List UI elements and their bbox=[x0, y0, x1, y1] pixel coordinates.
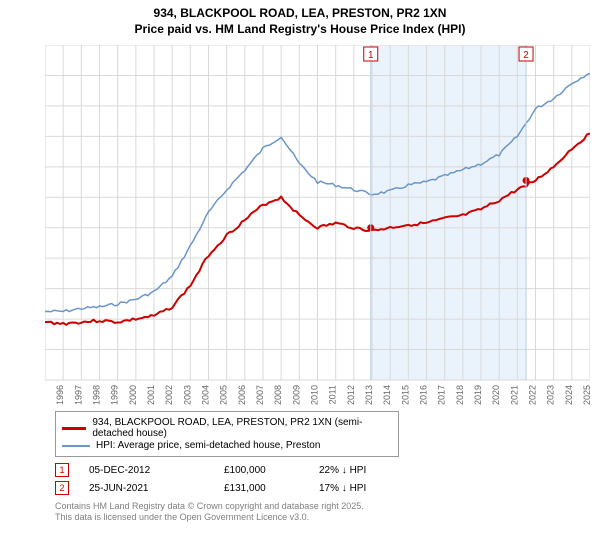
svg-text:2014: 2014 bbox=[382, 385, 392, 405]
legend-swatch-1 bbox=[62, 427, 86, 430]
svg-text:2012: 2012 bbox=[346, 385, 356, 405]
legend-swatch-2 bbox=[62, 445, 90, 447]
svg-text:2007: 2007 bbox=[255, 385, 265, 405]
sale-price-1: £100,000 bbox=[224, 465, 319, 476]
svg-text:2019: 2019 bbox=[473, 385, 483, 405]
svg-text:2010: 2010 bbox=[310, 385, 320, 405]
sale-date-1: 05-DEC-2012 bbox=[89, 465, 224, 476]
chart-title: 934, BLACKPOOL ROAD, LEA, PRESTON, PR2 1… bbox=[0, 0, 600, 37]
legend-item-2: HPI: Average price, semi-detached house,… bbox=[62, 440, 392, 451]
sale-date-2: 25-JUN-2021 bbox=[89, 483, 224, 494]
svg-text:2001: 2001 bbox=[146, 385, 156, 405]
svg-text:1999: 1999 bbox=[110, 385, 120, 405]
svg-text:1998: 1998 bbox=[92, 385, 102, 405]
legend-label-1: 934, BLACKPOOL ROAD, LEA, PRESTON, PR2 1… bbox=[92, 417, 392, 439]
sale-marker-2: 2 bbox=[55, 481, 69, 495]
svg-text:1996: 1996 bbox=[55, 385, 65, 405]
sales-row-1: 1 05-DEC-2012 £100,000 22% ↓ HPI bbox=[55, 461, 600, 479]
sales-row-2: 2 25-JUN-2021 £131,000 17% ↓ HPI bbox=[55, 479, 600, 497]
title-line-1: 934, BLACKPOOL ROAD, LEA, PRESTON, PR2 1… bbox=[0, 6, 600, 22]
svg-text:2022: 2022 bbox=[528, 385, 538, 405]
chart-area: £0£20K£40K£60K£80K£100K£120K£140K£160K£1… bbox=[45, 45, 590, 405]
svg-text:2016: 2016 bbox=[419, 385, 429, 405]
svg-text:2015: 2015 bbox=[400, 385, 410, 405]
svg-text:2005: 2005 bbox=[219, 385, 229, 405]
sale-price-2: £131,000 bbox=[224, 483, 319, 494]
title-line-2: Price paid vs. HM Land Registry's House … bbox=[0, 22, 600, 38]
svg-text:2020: 2020 bbox=[491, 385, 501, 405]
attribution-line-1: Contains HM Land Registry data © Crown c… bbox=[55, 501, 600, 512]
sale-marker-1: 1 bbox=[55, 463, 69, 477]
sale-delta-2: 17% ↓ HPI bbox=[319, 483, 419, 494]
chart-svg: £0£20K£40K£60K£80K£100K£120K£140K£160K£1… bbox=[45, 45, 590, 405]
svg-text:1: 1 bbox=[368, 50, 374, 61]
svg-text:1995: 1995 bbox=[45, 385, 47, 405]
attribution: Contains HM Land Registry data © Crown c… bbox=[55, 501, 600, 523]
svg-text:2006: 2006 bbox=[237, 385, 247, 405]
svg-text:2008: 2008 bbox=[273, 385, 283, 405]
svg-text:2004: 2004 bbox=[201, 385, 211, 405]
svg-text:2000: 2000 bbox=[128, 385, 138, 405]
svg-text:2025: 2025 bbox=[582, 385, 590, 405]
svg-text:2002: 2002 bbox=[164, 385, 174, 405]
attribution-line-2: This data is licensed under the Open Gov… bbox=[55, 512, 600, 523]
svg-text:2017: 2017 bbox=[437, 385, 447, 405]
svg-text:2013: 2013 bbox=[364, 385, 374, 405]
legend: 934, BLACKPOOL ROAD, LEA, PRESTON, PR2 1… bbox=[55, 411, 399, 457]
svg-text:1997: 1997 bbox=[73, 385, 83, 405]
sale-delta-1: 22% ↓ HPI bbox=[319, 465, 419, 476]
svg-text:2018: 2018 bbox=[455, 385, 465, 405]
svg-text:2003: 2003 bbox=[182, 385, 192, 405]
legend-item-1: 934, BLACKPOOL ROAD, LEA, PRESTON, PR2 1… bbox=[62, 417, 392, 439]
svg-text:2023: 2023 bbox=[546, 385, 556, 405]
svg-text:2: 2 bbox=[523, 50, 529, 61]
svg-text:2009: 2009 bbox=[291, 385, 301, 405]
svg-text:2024: 2024 bbox=[564, 385, 574, 405]
sales-table: 1 05-DEC-2012 £100,000 22% ↓ HPI 2 25-JU… bbox=[55, 461, 600, 497]
svg-text:2011: 2011 bbox=[328, 385, 338, 404]
legend-label-2: HPI: Average price, semi-detached house,… bbox=[96, 440, 320, 451]
svg-text:2021: 2021 bbox=[509, 385, 519, 405]
chart-container: 934, BLACKPOOL ROAD, LEA, PRESTON, PR2 1… bbox=[0, 0, 600, 560]
